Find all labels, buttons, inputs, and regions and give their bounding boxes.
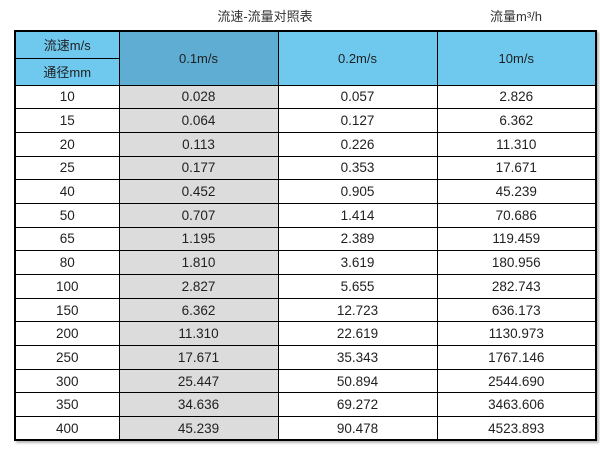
table-body: 10 0.028 0.057 2.826 15 0.064 0.127 6.36… bbox=[14, 84, 597, 441]
table-row: 400 45.239 90.478 4523.893 bbox=[14, 416, 597, 441]
flow-value-cell-0.2ms: 0.353 bbox=[277, 155, 438, 181]
column-header-0.2ms: 0.2m/s bbox=[277, 30, 438, 86]
table-row: 20 0.113 0.226 11.310 bbox=[14, 131, 597, 157]
pipe-diameter-cell: 40 bbox=[14, 179, 120, 204]
flow-value-cell-0.2ms: 0.226 bbox=[277, 131, 438, 157]
pipe-diameter-cell: 65 bbox=[14, 226, 120, 252]
pipe-diameter-cell: 20 bbox=[14, 131, 120, 157]
flow-value-cell-0.2ms: 35.343 bbox=[277, 345, 438, 370]
flow-value-cell-0.1ms: 6.362 bbox=[118, 297, 279, 323]
flow-value-cell-0.2ms: 5.655 bbox=[277, 274, 438, 299]
column-header-0.1ms: 0.1m/s bbox=[118, 30, 279, 86]
flow-value-cell-0.2ms: 90.478 bbox=[277, 416, 438, 441]
table-row: 200 11.310 22.619 1130.973 bbox=[14, 321, 597, 347]
pipe-diameter-cell: 10 bbox=[14, 84, 120, 110]
flow-value-cell-10ms: 2544.690 bbox=[436, 368, 597, 394]
flow-value-cell-0.1ms: 0.452 bbox=[118, 179, 279, 204]
flow-value-cell-0.1ms: 0.113 bbox=[118, 131, 279, 157]
flow-value-cell-0.1ms: 17.671 bbox=[118, 345, 279, 370]
flow-value-cell-0.2ms: 2.389 bbox=[277, 226, 438, 252]
table-row: 15 0.064 0.127 6.362 bbox=[14, 108, 597, 133]
flow-value-cell-0.1ms: 1.195 bbox=[118, 226, 279, 252]
table-row: 65 1.195 2.389 119.459 bbox=[14, 226, 597, 252]
flow-value-cell-0.1ms: 45.239 bbox=[118, 416, 279, 441]
flow-unit-label: 流量m³/h bbox=[489, 9, 543, 24]
flow-value-cell-10ms: 4523.893 bbox=[436, 416, 597, 441]
pipe-diameter-cell: 25 bbox=[14, 155, 120, 181]
flow-value-cell-0.1ms: 2.827 bbox=[118, 274, 279, 299]
flow-value-cell-0.2ms: 0.905 bbox=[277, 179, 438, 204]
title-bar: 流速-流量对照表 流量m³/h bbox=[0, 0, 600, 30]
flow-value-cell-0.2ms: 1.414 bbox=[277, 202, 438, 228]
header-row-velocity: 流速m/s 0.1m/s 0.2m/s 10m/s bbox=[14, 30, 597, 86]
pipe-diameter-cell: 150 bbox=[14, 297, 120, 323]
flow-value-cell-0.2ms: 69.272 bbox=[277, 392, 438, 418]
flow-value-cell-10ms: 282.743 bbox=[436, 274, 597, 299]
flow-value-cell-0.2ms: 0.057 bbox=[277, 84, 438, 110]
flow-value-cell-10ms: 1130.973 bbox=[436, 321, 597, 347]
flow-value-cell-10ms: 70.686 bbox=[436, 202, 597, 228]
table-row: 250 17.671 35.343 1767.146 bbox=[14, 345, 597, 370]
corner-diameter-label: 通径mm bbox=[14, 57, 120, 86]
pipe-diameter-cell: 350 bbox=[14, 392, 120, 418]
table-row: 150 6.362 12.723 636.173 bbox=[14, 297, 597, 323]
pipe-diameter-cell: 400 bbox=[14, 416, 120, 441]
flow-value-cell-0.2ms: 0.127 bbox=[277, 108, 438, 133]
flow-rate-table: 流速m/s 0.1m/s 0.2m/s 10m/s 通径mm 10 0.028 … bbox=[14, 30, 597, 442]
pipe-diameter-cell: 80 bbox=[14, 250, 120, 275]
flow-value-cell-10ms: 636.173 bbox=[436, 297, 597, 323]
flow-value-cell-0.1ms: 0.028 bbox=[118, 84, 279, 110]
pipe-diameter-cell: 300 bbox=[14, 368, 120, 394]
flow-value-cell-0.1ms: 25.447 bbox=[118, 368, 279, 394]
flow-value-cell-0.1ms: 0.064 bbox=[118, 108, 279, 133]
flow-value-cell-0.2ms: 22.619 bbox=[277, 321, 438, 347]
table-row: 10 0.028 0.057 2.826 bbox=[14, 84, 597, 110]
flow-value-cell-0.1ms: 1.810 bbox=[118, 250, 279, 275]
pipe-diameter-cell: 250 bbox=[14, 345, 120, 370]
flow-value-cell-10ms: 1767.146 bbox=[436, 345, 597, 370]
flow-value-cell-0.1ms: 0.177 bbox=[118, 155, 279, 181]
flow-value-cell-10ms: 180.956 bbox=[436, 250, 597, 275]
corner-velocity-label: 流速m/s bbox=[14, 30, 120, 59]
flow-value-cell-10ms: 17.671 bbox=[436, 155, 597, 181]
table-row: 40 0.452 0.905 45.239 bbox=[14, 179, 597, 204]
table-row: 300 25.447 50.894 2544.690 bbox=[14, 368, 597, 394]
pipe-diameter-cell: 100 bbox=[14, 274, 120, 299]
flow-value-cell-10ms: 2.826 bbox=[436, 84, 597, 110]
flow-value-cell-0.1ms: 0.707 bbox=[118, 202, 279, 228]
flow-value-cell-10ms: 119.459 bbox=[436, 226, 597, 252]
flow-value-cell-10ms: 45.239 bbox=[436, 179, 597, 204]
flow-value-cell-0.2ms: 3.619 bbox=[277, 250, 438, 275]
header-row-diameter: 通径mm bbox=[14, 57, 596, 86]
table-row: 80 1.810 3.619 180.956 bbox=[14, 250, 597, 275]
table-header: 流速m/s 0.1m/s 0.2m/s 10m/s 通径mm bbox=[14, 30, 597, 86]
table-row: 100 2.827 5.655 282.743 bbox=[14, 274, 597, 299]
flow-value-cell-0.1ms: 11.310 bbox=[118, 321, 279, 347]
pipe-diameter-cell: 200 bbox=[14, 321, 120, 347]
table-row: 50 0.707 1.414 70.686 bbox=[14, 202, 597, 228]
flow-value-cell-0.2ms: 50.894 bbox=[277, 368, 438, 394]
pipe-diameter-cell: 15 bbox=[14, 108, 120, 133]
flow-value-cell-0.2ms: 12.723 bbox=[277, 297, 438, 323]
page-title: 流速-流量对照表 bbox=[217, 9, 313, 24]
column-header-10ms: 10m/s bbox=[436, 30, 597, 86]
flow-value-cell-10ms: 11.310 bbox=[436, 131, 597, 157]
flow-value-cell-10ms: 3463.606 bbox=[436, 392, 597, 418]
pipe-diameter-cell: 50 bbox=[14, 202, 120, 228]
table-row: 350 34.636 69.272 3463.606 bbox=[14, 392, 597, 418]
flow-value-cell-10ms: 6.362 bbox=[436, 108, 597, 133]
table-row: 25 0.177 0.353 17.671 bbox=[14, 155, 597, 181]
flow-value-cell-0.1ms: 34.636 bbox=[118, 392, 279, 418]
